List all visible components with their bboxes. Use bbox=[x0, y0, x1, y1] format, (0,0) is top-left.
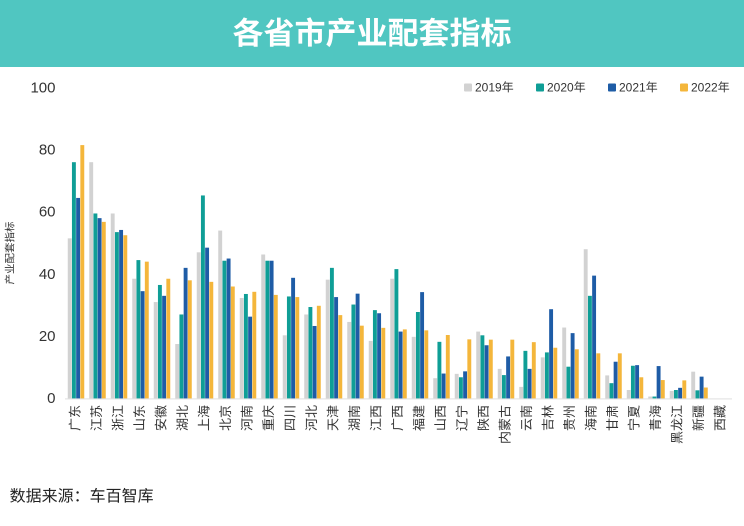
svg-text:40: 40 bbox=[39, 266, 56, 283]
svg-text:2021: 2021 bbox=[619, 80, 646, 94]
svg-text:2019: 2019 bbox=[475, 80, 502, 94]
svg-text:2022: 2022 bbox=[691, 80, 718, 94]
svg-text:2020: 2020 bbox=[547, 80, 574, 94]
svg-text:0: 0 bbox=[47, 390, 55, 407]
svg-text:20: 20 bbox=[39, 328, 56, 345]
svg-text:60: 60 bbox=[39, 204, 56, 221]
svg-text:80: 80 bbox=[39, 142, 56, 159]
svg-text:100: 100 bbox=[30, 79, 55, 96]
